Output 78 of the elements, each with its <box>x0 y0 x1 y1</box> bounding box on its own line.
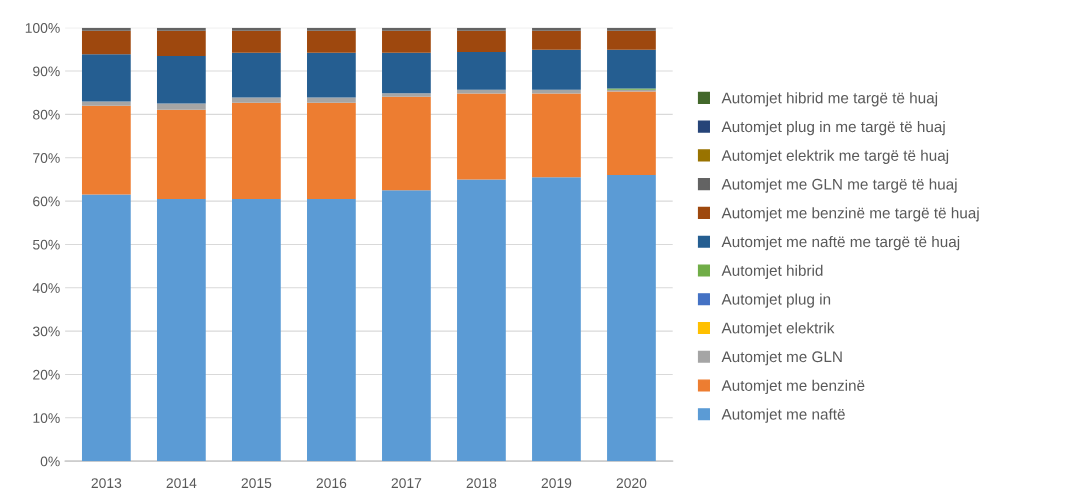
bar <box>532 93 581 178</box>
bar <box>457 93 506 180</box>
legend-label: Automjet me GLN <box>721 350 842 366</box>
bar <box>607 91 656 176</box>
legend-label: Automjet plug in <box>721 293 831 308</box>
bar <box>607 27 656 31</box>
y-tick-label: 50% <box>33 239 60 250</box>
bar <box>232 198 281 462</box>
y-tick-label: 30% <box>32 326 60 337</box>
y-tick-label: 40% <box>32 283 60 293</box>
bar <box>156 27 206 31</box>
y-tick-label: 100% <box>25 23 60 33</box>
bar <box>607 49 656 89</box>
bar <box>532 177 581 462</box>
bar <box>457 179 506 462</box>
legend-label: Automjet hibrid <box>721 264 823 279</box>
x-tick-label: 2019 <box>541 478 572 489</box>
y-tick-label: 80% <box>33 109 60 120</box>
legend-label: Automjet me GLN me targë të huaj <box>721 178 957 193</box>
x-tick-label: 2013 <box>91 478 122 489</box>
bar <box>307 102 356 199</box>
bar <box>457 27 506 31</box>
x-tick-label: 2016 <box>316 478 347 489</box>
bar <box>457 51 506 90</box>
y-tick-label: 10% <box>33 413 60 423</box>
bar <box>156 198 206 462</box>
bar <box>156 109 206 199</box>
bar <box>81 194 131 462</box>
x-tick-label: 2017 <box>391 478 422 489</box>
bar <box>382 190 431 462</box>
y-tick-label: 20% <box>33 369 60 380</box>
x-tick-label: 2020 <box>616 478 647 489</box>
bar <box>382 52 431 94</box>
bar <box>382 27 431 31</box>
legend-label: Automjet me naftë me targë të huaj <box>721 235 960 251</box>
bar <box>232 102 281 199</box>
bar <box>81 54 131 102</box>
y-tick-label: 90% <box>33 66 60 77</box>
bar <box>532 30 581 50</box>
bar <box>81 30 131 55</box>
bar <box>607 30 656 50</box>
legend-label: Automjet me benzinë <box>721 379 865 394</box>
legend-label: Automjet elektrik <box>721 322 835 337</box>
bar <box>607 175 656 462</box>
bar <box>457 30 506 52</box>
bar <box>232 30 281 53</box>
x-tick-label: 2018 <box>466 478 497 489</box>
legend-label: Automjet plug in me targë të huaj <box>721 120 945 136</box>
bar <box>232 27 281 31</box>
bar <box>232 52 281 98</box>
bar <box>232 97 281 103</box>
bar <box>382 30 431 53</box>
y-tick-label: 0% <box>40 456 60 467</box>
y-tick-label: 70% <box>33 153 60 163</box>
legend-label: Automjet me benzinë me targë të huaj <box>721 207 979 222</box>
x-tick-label: 2014 <box>166 478 197 489</box>
bar <box>532 49 581 90</box>
bar <box>382 93 431 97</box>
bar <box>457 89 506 94</box>
bar <box>81 101 131 106</box>
bar <box>307 27 356 31</box>
bar <box>156 30 206 56</box>
bar <box>81 105 131 195</box>
bar <box>156 103 206 110</box>
legend-label: Automjet me naftë <box>721 408 845 423</box>
bar <box>532 27 581 31</box>
y-tick-label: 60% <box>33 196 60 207</box>
bar <box>307 52 356 98</box>
bar <box>307 97 356 103</box>
bar <box>156 55 206 104</box>
bar <box>532 89 581 94</box>
bar <box>382 96 431 191</box>
bar <box>307 198 356 462</box>
legend-label: Automjet elektrik me targë të huaj <box>721 149 949 164</box>
bar <box>81 27 131 31</box>
legend-label: Automjet hibrid me targë të huaj <box>721 92 938 107</box>
bar <box>307 30 356 53</box>
x-tick-label: 2015 <box>241 478 272 489</box>
